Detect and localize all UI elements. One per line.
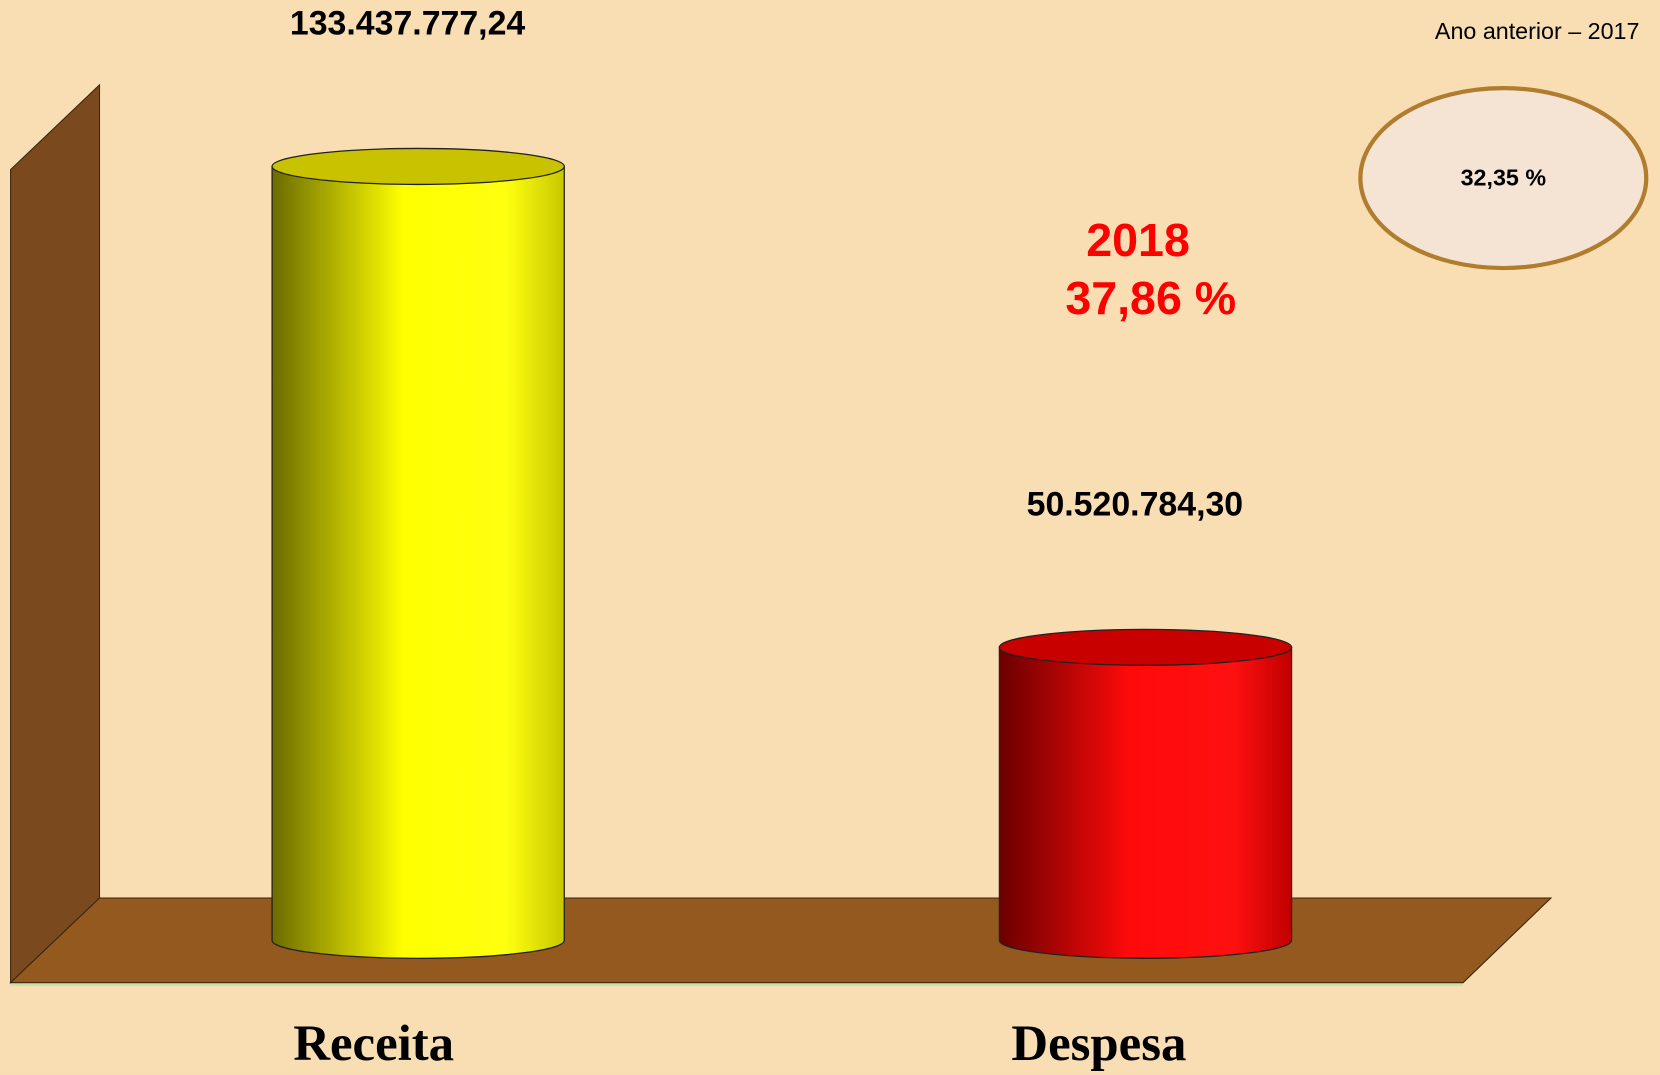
previous-bubble: [1358, 85, 1649, 271]
cylinder-body: [998, 646, 1293, 959]
annotation-percent: 37,86 %: [1065, 272, 1236, 324]
value-label: 133.437.777,24: [290, 5, 526, 43]
previous-label: Ano anterior – 2017: [1435, 18, 1640, 44]
cylinder-top: [998, 628, 1293, 666]
floor: [9, 897, 1553, 984]
annotation-year: 2018: [1086, 214, 1190, 266]
back-wall: [10, 83, 101, 984]
category-label: Despesa: [1011, 1015, 1186, 1071]
previous-percent: 32,35 %: [1461, 164, 1547, 190]
cylinder-body: [271, 165, 565, 959]
category-label: Receita: [293, 1015, 454, 1071]
cylinder-top: [271, 147, 565, 186]
value-label: 50.520.784,30: [1027, 485, 1244, 523]
